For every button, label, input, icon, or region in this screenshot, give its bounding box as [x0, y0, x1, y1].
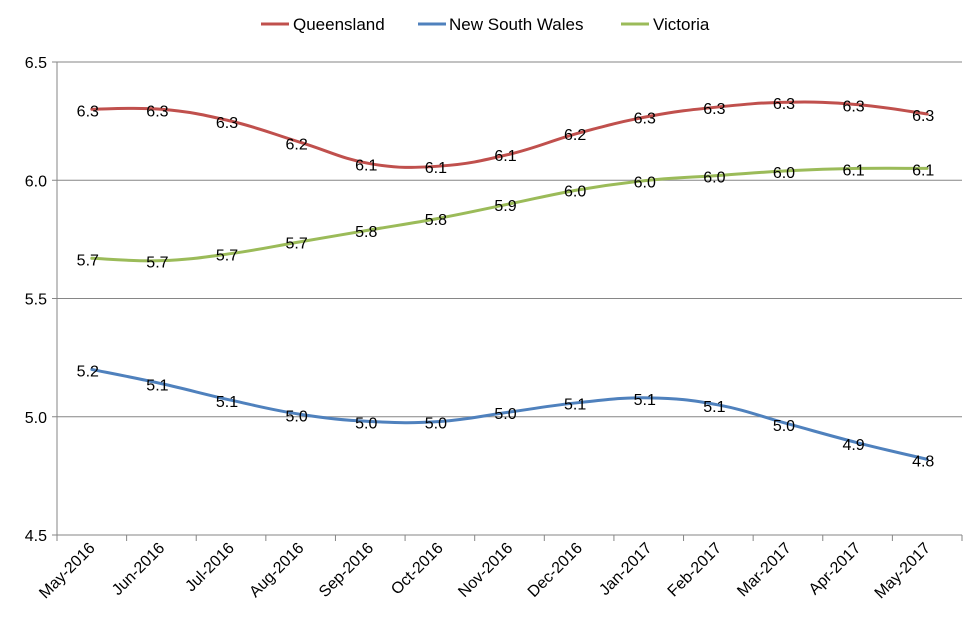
- data-label-new-south-wales: 5.0: [494, 406, 516, 423]
- series-line-queensland: [90, 100, 929, 169]
- legend-label: Queensland: [293, 15, 385, 34]
- y-tick-label: 5.5: [25, 292, 47, 309]
- data-label-victoria: 5.7: [286, 236, 308, 253]
- x-tick-label: Oct-2016: [388, 540, 447, 599]
- gridlines: [57, 61, 962, 418]
- legend-item-new-south-wales[interactable]: New South Wales: [418, 15, 583, 34]
- data-label-new-south-wales: 4.8: [912, 453, 934, 470]
- legend-item-victoria[interactable]: Victoria: [621, 15, 710, 34]
- x-tick-label: Jul-2016: [182, 540, 237, 595]
- legend[interactable]: Queensland New South Wales Victoria: [261, 15, 710, 34]
- x-tick-label: Aug-2016: [246, 540, 307, 601]
- data-label-new-south-wales: 5.1: [146, 378, 168, 395]
- x-tick-label: Mar-2017: [734, 540, 795, 601]
- data-label-queensland: 6.3: [842, 99, 864, 116]
- data-label-queensland: 6.3: [146, 103, 168, 120]
- x-tick-label: Dec-2016: [525, 540, 586, 601]
- legend-label: New South Wales: [449, 15, 583, 34]
- data-label-new-south-wales: 4.9: [842, 437, 864, 454]
- data-label-victoria: 5.8: [355, 224, 377, 241]
- data-label-new-south-wales: 5.1: [216, 394, 238, 411]
- y-tick-label: 6.5: [25, 55, 47, 72]
- x-tick-label: Sep-2016: [316, 540, 377, 601]
- data-label-new-south-wales: 5.0: [773, 418, 795, 435]
- data-label-victoria: 6.0: [564, 184, 586, 201]
- data-label-victoria: 5.8: [425, 212, 447, 229]
- y-tick-label: 4.5: [25, 528, 47, 545]
- data-label-victoria: 6.0: [634, 174, 656, 191]
- x-tick-label: Jan-2017: [596, 540, 655, 599]
- data-label-new-south-wales: 5.0: [425, 415, 447, 432]
- data-label-victoria: 5.7: [146, 255, 168, 272]
- data-label-queensland: 6.1: [425, 160, 447, 177]
- x-tick-label: May-2017: [872, 540, 934, 602]
- data-label-queensland: 6.3: [773, 96, 795, 113]
- x-tick-label: Feb-2017: [665, 540, 726, 601]
- data-label-new-south-wales: 5.1: [703, 399, 725, 416]
- data-label-queensland: 6.3: [634, 110, 656, 127]
- data-label-victoria: 5.9: [494, 198, 516, 215]
- data-label-new-south-wales: 5.0: [286, 408, 308, 425]
- data-label-queensland: 6.1: [355, 158, 377, 175]
- data-label-queensland: 6.1: [494, 148, 516, 165]
- x-tick-label: Nov-2016: [455, 540, 516, 601]
- data-label-queensland: 6.3: [912, 108, 934, 125]
- x-tick-label: Apr-2017: [806, 540, 865, 599]
- data-label-new-south-wales: 5.2: [77, 363, 99, 380]
- data-label-new-south-wales: 5.0: [355, 415, 377, 432]
- y-tick-label: 6.0: [25, 173, 47, 190]
- series-line-new-south-wales: [90, 367, 929, 461]
- x-tick-label: May-2016: [36, 540, 98, 602]
- series-line-victoria: [90, 166, 929, 263]
- legend-item-queensland[interactable]: Queensland: [261, 15, 385, 34]
- data-label-queensland: 6.2: [286, 136, 308, 153]
- data-label-victoria: 6.1: [842, 162, 864, 179]
- data-label-queensland: 6.3: [216, 115, 238, 132]
- data-label-victoria: 6.0: [773, 165, 795, 182]
- data-label-victoria: 5.7: [216, 248, 238, 265]
- x-tick-label: Jun-2016: [109, 540, 168, 599]
- data-label-victoria: 6.0: [703, 170, 725, 187]
- data-label-queensland: 6.3: [77, 103, 99, 120]
- y-tick-label: 5.0: [25, 410, 47, 427]
- data-label-queensland: 6.3: [703, 101, 725, 118]
- data-label-victoria: 6.1: [912, 162, 934, 179]
- series-lines: [90, 100, 929, 461]
- data-label-queensland: 6.2: [564, 127, 586, 144]
- legend-label: Victoria: [653, 15, 710, 34]
- data-label-new-south-wales: 5.1: [634, 392, 656, 409]
- data-labels: 6.3 6.3 6.3 6.2 6.1 6.1 6.1 6.2 6.3 6.3 6.3 6.3 6.3 5…: [77, 96, 935, 470]
- data-label-new-south-wales: 5.1: [564, 397, 586, 414]
- data-label-victoria: 5.7: [77, 252, 99, 269]
